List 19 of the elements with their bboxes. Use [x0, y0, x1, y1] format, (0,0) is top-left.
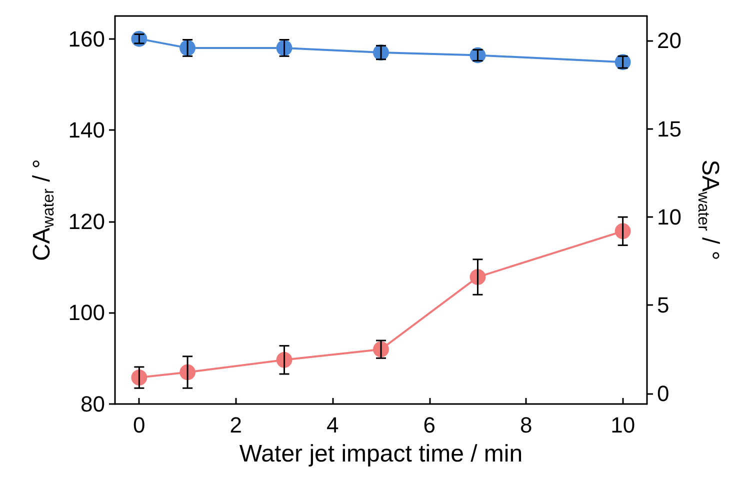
y-axis-title: CAwater / ° [28, 158, 58, 262]
y-tick-label: 140 [68, 118, 105, 143]
x-tick-label: 0 [133, 412, 146, 438]
y2-tick-label: 10 [657, 204, 682, 230]
y2-tick-label: 5 [657, 292, 670, 318]
x-tick-label: 10 [610, 412, 636, 438]
y-tick-label: 160 [68, 26, 105, 52]
x-tick-label: 4 [326, 412, 339, 438]
x-tick-label: 2 [230, 412, 242, 438]
y2-tick-label: 15 [657, 116, 682, 142]
y2-tick-label: 20 [657, 28, 682, 54]
y-tick-label: 100 [68, 300, 105, 326]
y-tick-label: 80 [80, 392, 105, 416]
y2-axis-title: SAwater / ° [694, 160, 724, 260]
x-tick-label: 8 [520, 412, 532, 438]
y-tick-label: 120 [68, 208, 105, 234]
x-axis-title: Water jet impact time / min [239, 440, 523, 468]
y2-tick-label: 0 [657, 380, 670, 406]
x-tick-label: 6 [423, 412, 436, 438]
